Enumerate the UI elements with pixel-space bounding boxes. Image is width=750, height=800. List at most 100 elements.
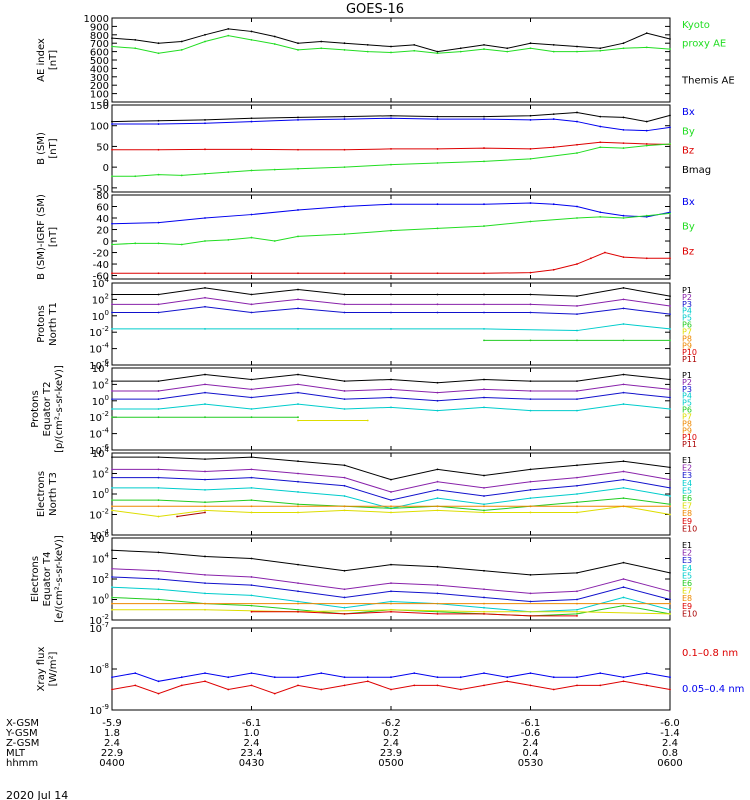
x-row-value: 23.9 (380, 748, 402, 759)
data-point (483, 203, 485, 206)
data-point (343, 484, 346, 487)
data-point (552, 268, 555, 271)
data-point (297, 419, 299, 422)
y-tick-exponent: -4 (102, 342, 110, 350)
y-tick-exponent: -6 (102, 443, 110, 451)
y-tick-exponent: -4 (102, 427, 110, 435)
data-point (576, 612, 578, 615)
data-point (529, 202, 532, 204)
data-point (111, 416, 113, 419)
data-point (250, 213, 253, 216)
data-point (436, 684, 439, 687)
data-point (436, 497, 439, 499)
data-point (483, 378, 485, 381)
y-tick-label: 40 (96, 214, 109, 225)
data-point (576, 380, 578, 383)
data-point (506, 47, 509, 50)
data-point (204, 458, 206, 461)
data-point (390, 396, 392, 399)
data-point (622, 339, 625, 342)
data-point (297, 590, 299, 593)
data-point (645, 214, 648, 217)
series-line-cyan (112, 487, 671, 509)
data-point (576, 143, 578, 146)
y-tick-label: 200 (90, 81, 109, 92)
data-point (157, 52, 160, 55)
y-tick-exponent: -2 (102, 613, 109, 621)
data-point (250, 505, 253, 508)
data-point (669, 313, 671, 316)
data-point (250, 476, 253, 479)
y-tick-label: 106 (92, 531, 110, 545)
data-point (622, 604, 625, 607)
data-point (204, 391, 206, 394)
data-point (529, 468, 532, 471)
x-row-value: 0600 (657, 758, 682, 769)
data-point (576, 305, 578, 307)
y-tick-label: 900 (90, 22, 109, 33)
y-tick-label: 10-4 (89, 528, 109, 542)
data-point (297, 676, 299, 679)
data-point (436, 118, 439, 120)
data-point (343, 569, 346, 572)
data-point (390, 45, 392, 48)
data-point (180, 174, 183, 177)
data-point (390, 328, 392, 330)
series-line-red (112, 252, 670, 274)
y-tick-exponent: -8 (102, 662, 109, 670)
legend-entry: P1 (682, 371, 692, 380)
y-tick-label: 102 (92, 292, 109, 306)
data-point (552, 203, 555, 206)
data-point (297, 505, 299, 508)
data-point (204, 505, 206, 508)
date-label: 2020 Jul 14 (6, 789, 68, 800)
data-point (343, 272, 346, 275)
data-point (366, 676, 369, 679)
data-point (390, 507, 392, 510)
data-point (576, 484, 578, 487)
x-row-value: -1.4 (660, 728, 680, 739)
data-point (111, 120, 113, 123)
data-point (343, 115, 346, 118)
data-point (483, 272, 485, 275)
data-point (669, 486, 671, 489)
y-tick-exponent: 4 (105, 552, 110, 560)
data-point (669, 590, 671, 593)
x-row-value: 2.4 (244, 738, 260, 749)
data-point (111, 380, 113, 383)
data-point (297, 480, 299, 483)
data-point (669, 688, 671, 691)
y-tick-exponent: 4 (105, 446, 110, 454)
data-point (599, 211, 602, 214)
data-point (180, 243, 183, 246)
data-point (436, 676, 439, 679)
data-point (645, 120, 648, 123)
data-point (483, 225, 485, 227)
y-tick-label: 104 (92, 276, 110, 290)
y-axis-label: [W/m²] (48, 651, 59, 686)
data-point (436, 148, 439, 150)
data-point (669, 212, 671, 215)
legend-entry: E9 (682, 517, 692, 526)
data-point (204, 489, 206, 491)
data-point (669, 608, 671, 611)
data-point (622, 214, 625, 217)
data-point (669, 328, 671, 330)
y-axis-label: Protons (30, 390, 41, 427)
data-point (599, 684, 602, 687)
data-point (111, 148, 113, 151)
data-point (250, 594, 253, 597)
legend-entry: P6 (682, 321, 692, 330)
data-point (390, 688, 392, 691)
data-point (590, 257, 592, 260)
y-tick-label: 10-2 (89, 613, 109, 627)
data-point (157, 173, 160, 176)
data-point (297, 307, 299, 310)
legend-entry: Bx (682, 197, 695, 208)
data-point (529, 271, 532, 274)
data-point (227, 171, 230, 174)
data-point (669, 505, 671, 508)
data-point (297, 416, 299, 419)
